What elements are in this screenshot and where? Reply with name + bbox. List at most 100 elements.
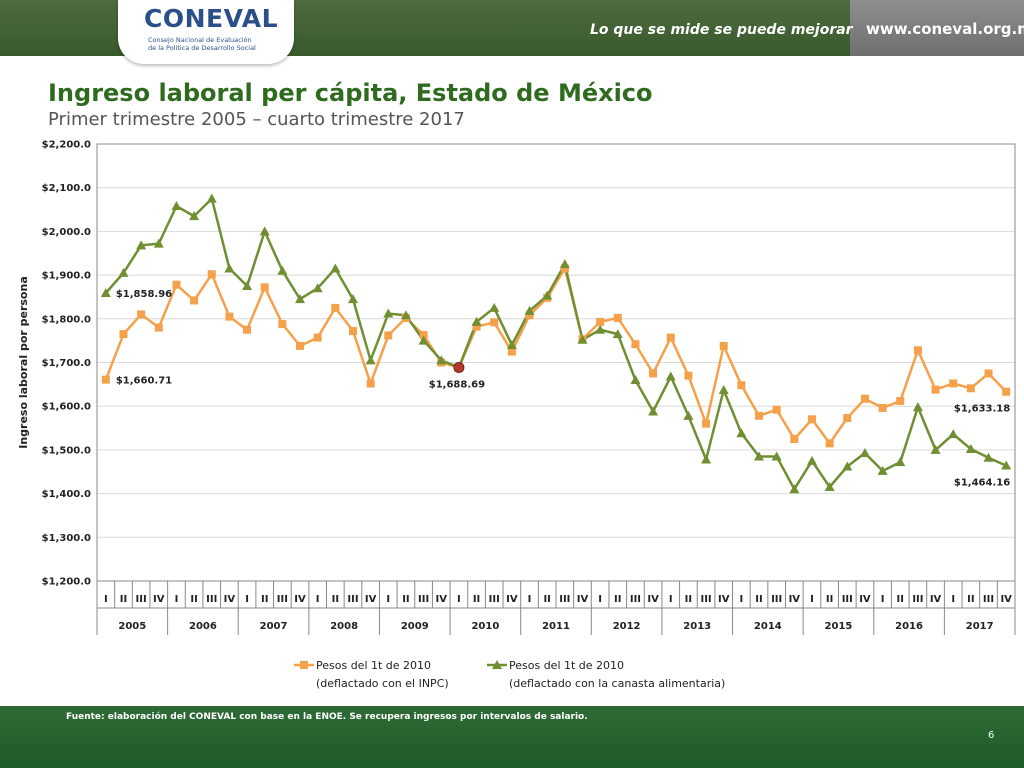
data-label: $1,688.69 (429, 379, 485, 390)
x-tick-label-quarter: II (614, 594, 621, 605)
x-tick-label-quarter: II (685, 594, 692, 605)
x-tick-label-quarter: III (771, 594, 782, 605)
x-tick-label-quarter: IV (294, 594, 306, 605)
x-tick-label-quarter: II (120, 594, 127, 605)
data-point-canasta (718, 385, 729, 395)
x-tick-label-quarter: IV (718, 594, 730, 605)
y-tick-label: $2,000.0 (42, 227, 91, 238)
chart-series (100, 193, 1012, 494)
data-point-canasta (665, 371, 676, 381)
data-point-inpc (807, 415, 816, 424)
data-label: $1,858.96 (116, 289, 172, 300)
data-point-inpc (843, 413, 852, 422)
footer-bar (0, 706, 1024, 768)
x-tick-label-quarter: IV (1000, 594, 1012, 605)
data-point-canasta (683, 410, 694, 420)
legend-label-line2: (deflactado con la canasta alimentaria) (509, 677, 725, 690)
data-point-inpc (878, 403, 887, 412)
data-point-canasta (471, 316, 482, 326)
data-point-inpc (207, 270, 216, 279)
x-tick-label-year: 2006 (189, 621, 217, 632)
data-point-inpc (860, 394, 869, 403)
x-tick-label-quarter: II (332, 594, 339, 605)
data-point-inpc (684, 371, 693, 380)
data-point-canasta (771, 451, 782, 461)
y-tick-label: $1,700.0 (42, 358, 91, 369)
x-tick-label-quarter: II (967, 594, 974, 605)
x-tick-label-year: 2008 (330, 621, 358, 632)
y-tick-label: $1,400.0 (42, 489, 91, 500)
x-tick-label-year: 2007 (260, 621, 288, 632)
header-url-link[interactable]: www.coneval.org.mx (866, 20, 1024, 38)
data-point-inpc (366, 379, 375, 388)
chart-gridlines (97, 143, 1015, 582)
x-tick-label-quarter: II (897, 594, 904, 605)
data-point-canasta (965, 444, 976, 454)
data-point-canasta (806, 455, 817, 465)
x-tick-label-quarter: I (598, 594, 602, 605)
page-number: 6 (988, 730, 995, 741)
data-point-inpc (966, 384, 975, 393)
data-point-inpc (631, 340, 640, 349)
x-tick-label-quarter: IV (365, 594, 377, 605)
data-point-canasta (400, 310, 411, 320)
x-tick-label-quarter: III (347, 594, 358, 605)
legend-marker-square (300, 661, 308, 669)
x-tick-label-quarter: III (277, 594, 288, 605)
x-tick-label-quarter: IV (153, 594, 165, 605)
series-line-canasta (104, 197, 1007, 491)
data-point-canasta (1001, 460, 1012, 470)
x-tick-label-quarter: II (543, 594, 550, 605)
data-point-canasta (895, 457, 906, 467)
y-tick-label: $1,800.0 (42, 314, 91, 325)
data-point-inpc (348, 327, 357, 336)
data-point-canasta (347, 294, 358, 304)
x-tick-label-quarter: I (669, 594, 673, 605)
data-point-canasta (736, 428, 747, 438)
data-point-canasta (948, 429, 959, 439)
data-point-canasta (648, 406, 659, 416)
data-point-inpc (560, 264, 569, 273)
data-point-canasta (242, 281, 253, 291)
data-point-canasta (912, 402, 923, 412)
data-point-inpc (154, 323, 163, 332)
x-tick-label-quarter: III (700, 594, 711, 605)
x-tick-label-quarter: I (951, 594, 955, 605)
x-tick-label-quarter: II (402, 594, 409, 605)
x-tick-label-year: 2015 (825, 621, 853, 632)
data-point-canasta (224, 263, 235, 273)
data-point-canasta (842, 461, 853, 471)
data-point-inpc (137, 310, 146, 319)
legend-label-line1: Pesos del 1t de 2010 (509, 659, 624, 672)
data-point-canasta (118, 267, 129, 277)
x-tick-label-quarter: I (457, 594, 461, 605)
data-point-canasta (100, 288, 111, 298)
x-tick-label-year: 2014 (754, 621, 782, 632)
data-point-inpc (931, 385, 940, 394)
x-tick-label-year: 2017 (966, 621, 994, 632)
data-point-inpc (772, 405, 781, 414)
x-tick-label-quarter: III (559, 594, 570, 605)
data-point-canasta (524, 305, 535, 315)
data-point-canasta (383, 308, 394, 318)
y-tick-label: $1,600.0 (42, 402, 91, 413)
data-point-inpc (472, 322, 481, 331)
chart-annotations: $1,858.96 $1,660.71 $1,688.69 $1,633.18 $1,4… (116, 289, 1010, 489)
data-point-inpc (119, 330, 128, 339)
x-tick-label-quarter: III (630, 594, 641, 605)
data-point-inpc (172, 280, 181, 289)
data-point-canasta (930, 444, 941, 454)
legend-label-line1: Pesos del 1t de 2010 (316, 659, 431, 672)
data-point-canasta (295, 294, 306, 304)
data-point-canasta (824, 482, 835, 492)
x-tick-label-quarter: I (739, 594, 743, 605)
footer-source: Fuente: elaboración del CONEVAL con base… (66, 712, 588, 722)
data-point-inpc (384, 331, 393, 340)
series-line-inpc (104, 267, 1008, 445)
data-point-inpc (331, 303, 340, 312)
data-point-canasta (630, 374, 641, 384)
data-point-canasta (983, 452, 994, 462)
data-point-canasta (259, 226, 270, 236)
x-tick-label-quarter: IV (577, 594, 589, 605)
